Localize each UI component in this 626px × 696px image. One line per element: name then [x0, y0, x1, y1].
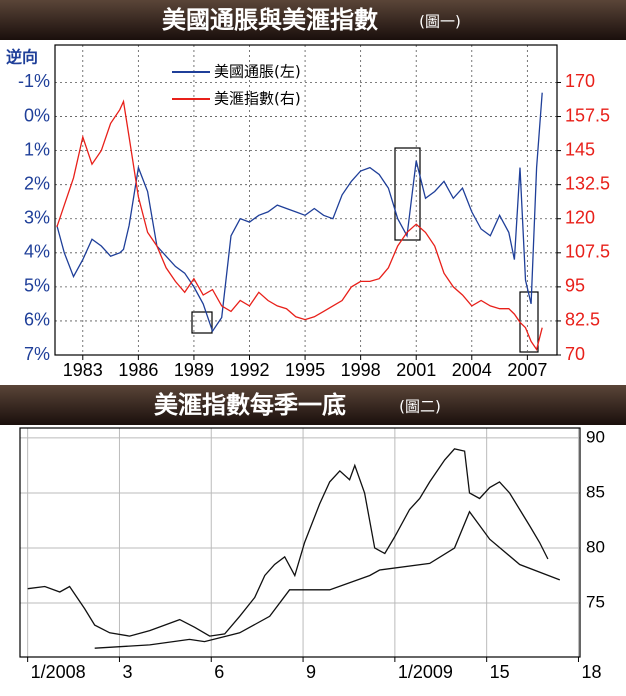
annotation-box	[394, 147, 421, 241]
x-tick-label: 2001	[396, 360, 436, 380]
y2-tick-label: 107.5	[565, 242, 610, 262]
x-tick-label: 15	[490, 662, 510, 682]
annotation-box	[519, 291, 539, 353]
y-tick-label: 80	[586, 537, 605, 556]
x-tick-label: 1983	[63, 360, 103, 380]
y-tick-label: 90	[586, 427, 605, 446]
y-tick-label: 75	[586, 593, 605, 612]
x-tick-label: 2007	[507, 360, 547, 380]
y2-tick-label: 120	[565, 207, 595, 227]
chart-subtitle: (圖二)	[399, 398, 441, 416]
y-tick-label: 3%	[24, 207, 50, 227]
y2-tick-label: 157.5	[565, 105, 610, 125]
x-tick-label: 6	[214, 662, 224, 682]
data-line	[56, 92, 543, 333]
y2-tick-label: 145	[565, 139, 595, 159]
legend-label: 美滙指數(右)	[214, 90, 301, 108]
x-tick-label: 3	[122, 662, 132, 682]
x-tick-label: 2004	[452, 360, 492, 380]
y2-tick-label: 170	[565, 71, 595, 91]
title-banner	[0, 385, 626, 425]
data-line	[56, 99, 543, 352]
y-tick-label: 5%	[24, 276, 50, 296]
x-tick-label: 1992	[229, 360, 269, 380]
y-tick-label: 85	[586, 482, 605, 501]
plot-frame	[19, 427, 581, 658]
x-tick-label: 9	[306, 662, 316, 682]
chart-title: 美滙指數每季一底	[154, 391, 346, 419]
chart-title: 美國通脹與美滙指數	[162, 6, 378, 34]
annotation-box	[191, 311, 213, 334]
plot-frame	[54, 44, 558, 356]
y2-tick-label: 70	[565, 344, 585, 364]
y-tick-label: 2%	[24, 173, 50, 193]
y2-tick-label: 132.5	[565, 173, 610, 193]
x-tick-label: 1986	[118, 360, 158, 380]
x-tick-label: 1995	[285, 360, 325, 380]
y-tick-label: 4%	[24, 242, 50, 262]
data-line	[94, 510, 561, 649]
y-tick-label: -1%	[18, 71, 50, 91]
y2-tick-label: 95	[565, 276, 585, 296]
y-tick-label: 1%	[24, 139, 50, 159]
legend-label: 美國通脹(左)	[214, 63, 301, 81]
y-axis-label: 逆向	[6, 48, 38, 67]
y-tick-label: 6%	[24, 310, 50, 330]
data-line	[27, 448, 549, 637]
y-tick-label: 0%	[24, 105, 50, 125]
annotation-boxes	[191, 147, 539, 353]
x-tick-label: 18	[581, 662, 601, 682]
x-tick-label: 1989	[174, 360, 214, 380]
chart-subtitle: (圖一)	[419, 13, 461, 31]
x-tick-label: 1/2008	[31, 662, 86, 682]
y2-tick-label: 82.5	[565, 310, 600, 330]
title-banner	[0, 0, 626, 40]
x-tick-label: 1998	[341, 360, 381, 380]
x-tick-label: 1/2009	[398, 662, 453, 682]
y-tick-label: 7%	[24, 344, 50, 364]
